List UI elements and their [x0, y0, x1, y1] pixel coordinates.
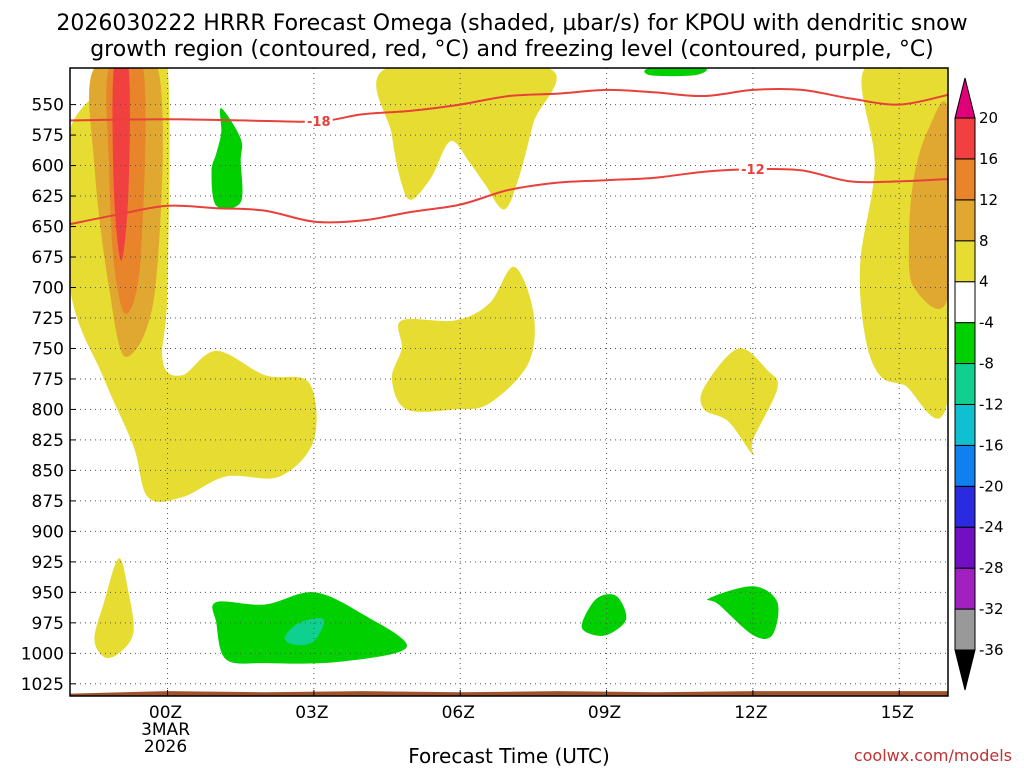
dgz-contour-0: [70, 88, 948, 123]
colorbar-segment: [954, 444, 976, 487]
omega-region-8: [908, 101, 948, 309]
y-tick-label: 725: [32, 309, 64, 329]
colorbar-segment: [954, 403, 976, 446]
ground-band: [70, 691, 948, 696]
omega-shading: [70, 68, 948, 664]
omega-region-11: [644, 68, 707, 77]
colorbar-segment: [954, 608, 976, 651]
colorbar-segment: [954, 158, 976, 201]
colorbar-tick-label: 16: [979, 150, 998, 168]
credit-text: coolwx.com/models: [854, 746, 1012, 765]
dgz-label-bg: [738, 161, 767, 177]
y-tick-label: 600: [32, 157, 64, 177]
y-tick-label: 975: [32, 614, 64, 634]
y-tick-label: 1025: [21, 675, 64, 695]
y-tick-label: 825: [32, 431, 64, 451]
colorbar-tick-label: -28: [979, 559, 1004, 577]
y-tick-label: 950: [32, 583, 64, 603]
x-tick-label: 03Z: [295, 703, 328, 723]
y-axis: 550 575 600 625 650 675 700 725 750 775 800 825 850 8…: [21, 96, 76, 695]
dgz-contour-label: -12: [741, 163, 765, 178]
plot-frame: [69, 67, 949, 697]
y-tick-label: 675: [32, 248, 64, 268]
omega-region-9: [94, 558, 134, 659]
colorbar-segment: [954, 117, 976, 160]
omega-region-15: [707, 586, 779, 639]
y-tick-label: 750: [32, 339, 64, 359]
colorbar-tick-label: 20: [979, 109, 998, 127]
colorbar-tick-label: -24: [979, 518, 1004, 536]
y-tick-label: 775: [32, 370, 64, 390]
y-tick-label: 800: [32, 400, 64, 420]
colorbar-segment: [954, 363, 976, 405]
colorbar-over-arrow: [954, 77, 976, 119]
y-tick-label: 625: [32, 187, 64, 207]
colorbar-tick-label: 4: [979, 273, 989, 291]
colorbar-segment: [954, 567, 976, 610]
x-tick-label: 06Z: [442, 703, 475, 723]
dgz-label-bg: [304, 112, 333, 128]
x-tick-label: 2026: [144, 737, 187, 757]
dgz-contours: -18 -12: [70, 88, 948, 226]
colorbar-segment: [954, 240, 976, 283]
y-tick-label: 575: [32, 126, 64, 146]
omega-region-6: [700, 348, 778, 456]
colorbar-segment: [954, 526, 976, 569]
colorbar-segment: [954, 199, 976, 242]
chart-title-line2: growth region (contoured, red, °C) and f…: [90, 37, 934, 62]
y-tick-label: 650: [32, 218, 64, 238]
colorbar-segment: [954, 322, 976, 365]
omega-region-10: [211, 108, 243, 209]
omega-region-4: [376, 68, 557, 210]
colorbar-tick-label: -20: [979, 477, 1004, 495]
colorbar-tick-label: -16: [979, 436, 1004, 454]
colorbar-segment: [954, 281, 976, 324]
colorbar-tick-label: -36: [979, 641, 1004, 659]
chart-title-line1: 2026030222 HRRR Forecast Omega (shaded, …: [56, 11, 967, 36]
colorbar-tick-label: -32: [979, 600, 1004, 618]
dgz-contour-label: -18: [307, 115, 331, 130]
x-tick-label: 15Z: [881, 703, 914, 723]
x-tick-label: 3MAR: [141, 720, 190, 740]
dgz-contour-1: [70, 167, 948, 226]
y-tick-label: 700: [32, 278, 64, 298]
x-tick-label: 12Z: [734, 703, 767, 723]
omega-region-14: [581, 594, 627, 636]
x-axis-label: Forecast Time (UTC): [408, 744, 610, 768]
y-tick-label: 900: [32, 522, 64, 542]
colorbar-tick-label: 8: [979, 232, 989, 250]
y-tick-label: 850: [32, 461, 64, 481]
colorbar-tick-label: -4: [979, 314, 994, 332]
x-tick-label: 09Z: [588, 703, 621, 723]
colorbar-tick-label: -8: [979, 355, 994, 373]
colorbar-under-arrow: [954, 649, 976, 691]
colorbar-tick-label: 12: [979, 191, 998, 209]
ground-surface: [70, 691, 948, 696]
y-tick-label: 1000: [21, 644, 64, 664]
x-tick-label: 00Z: [149, 703, 182, 723]
y-tick-label: 550: [32, 96, 64, 116]
colorbar-tick-label: -12: [979, 395, 1004, 413]
omega-region-5: [391, 266, 535, 412]
colorbar: -36 -32 -28 -24 -20 -16 -12 -8 -4 4 8 12 16 20: [954, 77, 1004, 691]
y-tick-label: 875: [32, 492, 64, 512]
colorbar-segment: [954, 485, 976, 528]
y-tick-label: 925: [32, 553, 64, 573]
